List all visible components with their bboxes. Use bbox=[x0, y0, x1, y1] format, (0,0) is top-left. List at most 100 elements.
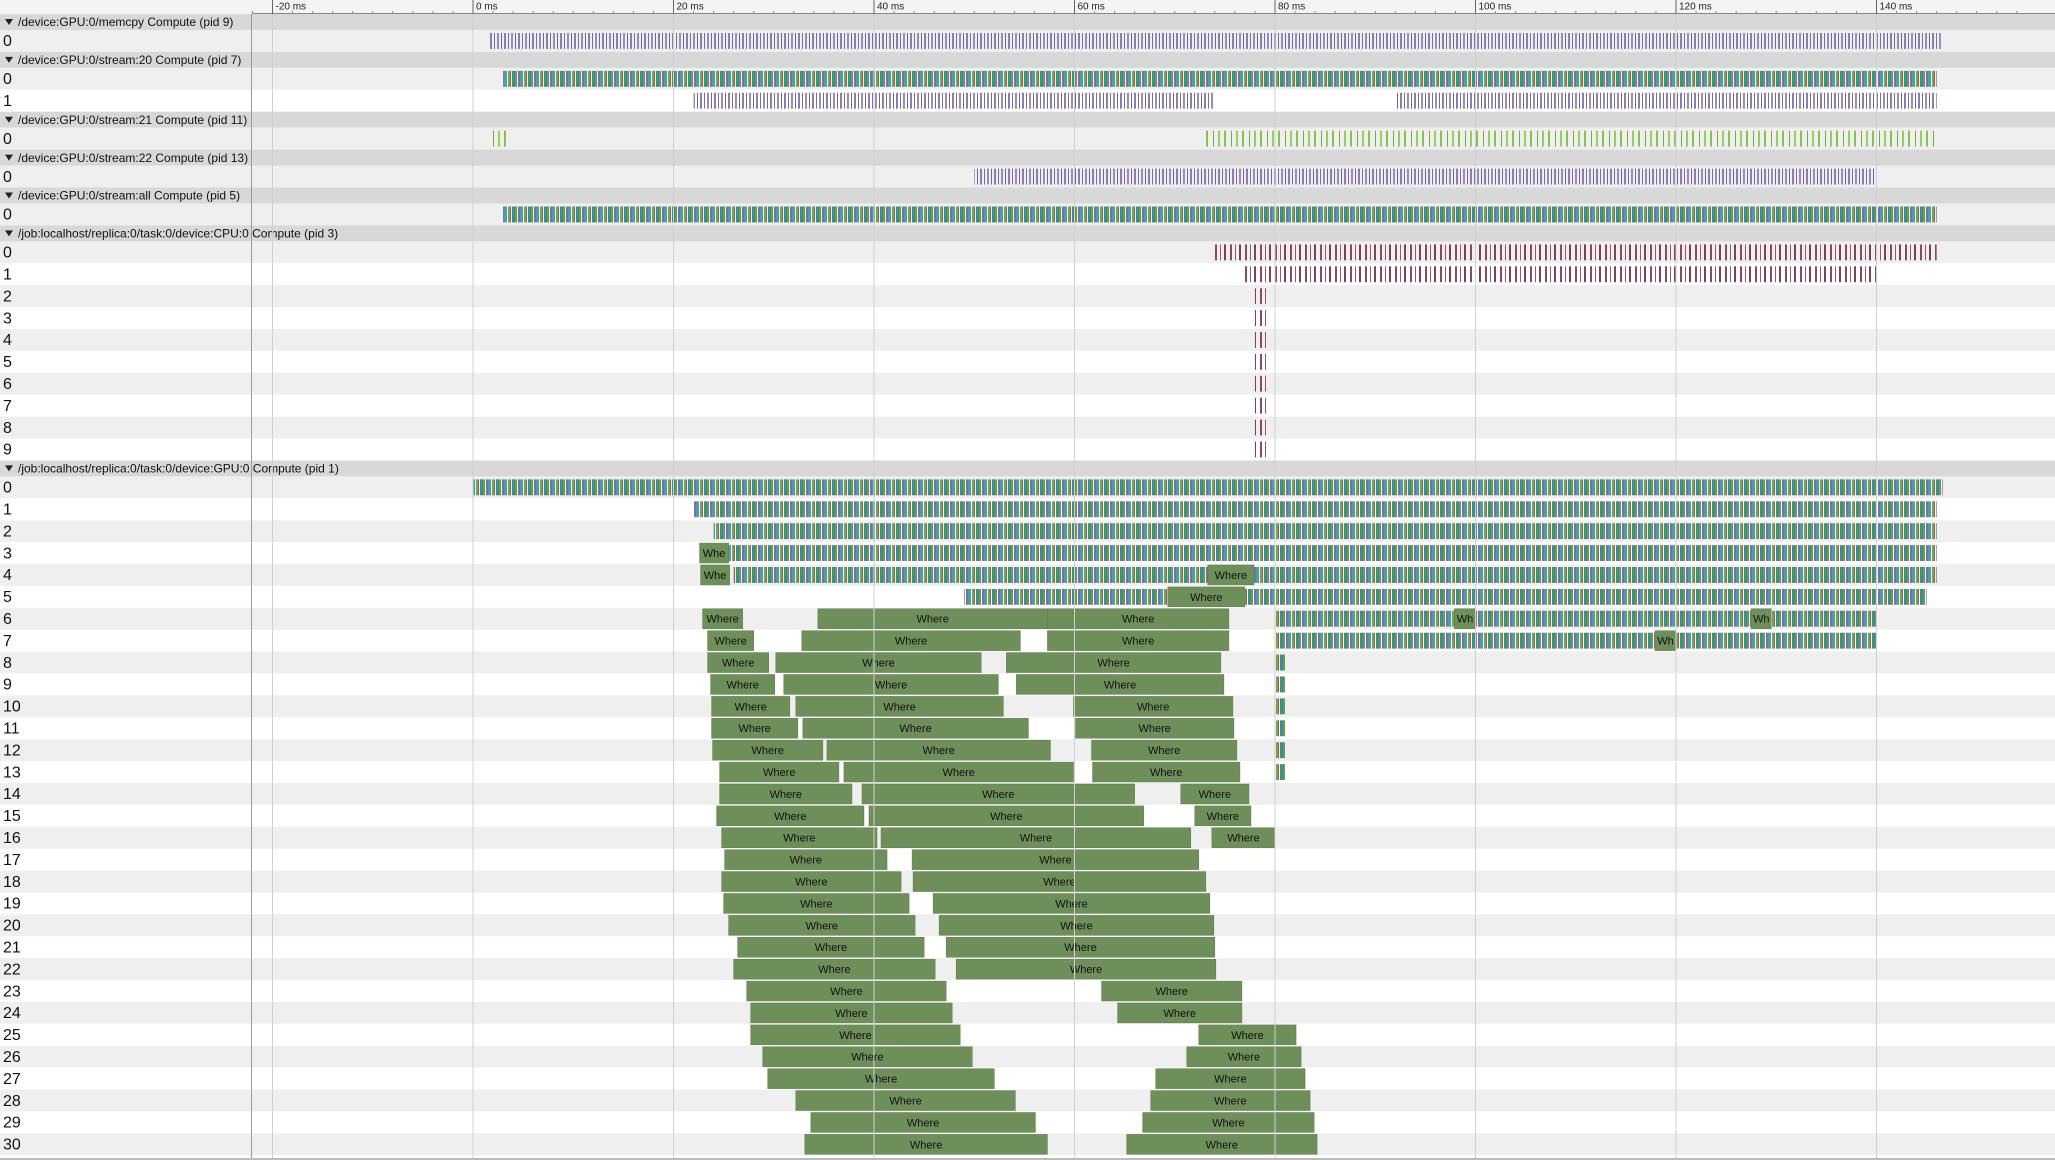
slice-bar bbox=[868, 805, 1144, 827]
slice-label: Where bbox=[862, 657, 894, 669]
slice-bar bbox=[1092, 761, 1241, 783]
slice: Where bbox=[1073, 696, 1234, 717]
thread-label: 0 bbox=[3, 33, 12, 50]
process-name: /device:GPU:0/memcpy Compute (pid 9) bbox=[18, 15, 233, 29]
process-header bbox=[0, 225, 2055, 242]
thread-label: 7 bbox=[3, 398, 12, 415]
event-strip bbox=[1254, 375, 1269, 392]
thread-label: 18 bbox=[3, 874, 21, 891]
slice: Where bbox=[733, 958, 936, 980]
slice-bar bbox=[775, 652, 982, 673]
slice-bar bbox=[911, 849, 1200, 870]
slice-label: Where bbox=[1199, 789, 1231, 801]
slice-label: Where bbox=[982, 789, 1014, 801]
thread-row bbox=[0, 1045, 2055, 1068]
slice: Where bbox=[1117, 1002, 1243, 1024]
tick-label: 80 ms bbox=[1278, 2, 1305, 13]
slice-label: Where bbox=[1214, 1074, 1246, 1086]
process-name: /device:GPU:0/stream:22 Compute (pid 13) bbox=[18, 151, 248, 165]
slice-bar bbox=[810, 1112, 1036, 1133]
slice-bar bbox=[1047, 608, 1230, 629]
slice-label: Wh bbox=[1457, 614, 1474, 626]
slice-bar bbox=[1207, 564, 1255, 586]
tick-label: 60 ms bbox=[1078, 2, 1105, 13]
slice-bar bbox=[801, 630, 1021, 651]
slice: Where bbox=[783, 674, 999, 695]
event-strip bbox=[1275, 742, 1286, 759]
slice-label: Where bbox=[770, 789, 802, 801]
slice-label: Where bbox=[889, 1095, 921, 1107]
slice-bar bbox=[721, 827, 878, 848]
event-strip bbox=[1395, 92, 1937, 109]
slice-label: Where bbox=[1164, 1008, 1196, 1020]
slice-label: Where bbox=[738, 723, 770, 735]
slice: Where bbox=[1075, 718, 1235, 739]
slice: Where bbox=[746, 980, 947, 1002]
slice-label: Where bbox=[722, 657, 754, 669]
event-strip bbox=[1254, 310, 1269, 326]
slice-label: Where bbox=[783, 833, 815, 845]
slice-bar bbox=[955, 958, 1217, 980]
slice: Where bbox=[802, 718, 1029, 739]
slice-label: Where bbox=[726, 679, 758, 691]
slice-label: Where bbox=[714, 636, 746, 648]
thread-row bbox=[0, 350, 2055, 373]
slice: Where bbox=[795, 1090, 1016, 1111]
process-name: /device:GPU:0/stream:all Compute (pid 5) bbox=[18, 189, 240, 203]
thread-label: 8 bbox=[3, 655, 12, 672]
thread-label: 29 bbox=[3, 1115, 21, 1132]
slice-bar bbox=[1047, 630, 1230, 651]
slice-label: Where bbox=[916, 614, 948, 626]
tick-label: 120 ms bbox=[1679, 2, 1712, 13]
thread-label: 19 bbox=[3, 896, 21, 913]
slice-label: Where bbox=[818, 964, 850, 976]
slice-bar bbox=[750, 1002, 953, 1024]
slice: Wh bbox=[1750, 608, 1772, 629]
slice-bar bbox=[724, 849, 888, 870]
thread-label: 20 bbox=[3, 918, 21, 935]
slice-label: Where bbox=[1060, 920, 1092, 932]
thread-label: 22 bbox=[3, 961, 21, 978]
slice-bar bbox=[826, 739, 1051, 761]
slice: Where bbox=[750, 1002, 953, 1024]
slice-bar bbox=[746, 980, 947, 1002]
slice-bar bbox=[723, 893, 910, 914]
event-strip bbox=[693, 501, 1937, 518]
thread-label: 0 bbox=[3, 131, 12, 148]
slice-label: Where bbox=[895, 636, 927, 648]
thread-row bbox=[0, 438, 2055, 461]
slice-bar bbox=[719, 783, 853, 805]
thread-row bbox=[0, 1067, 2055, 1090]
slice: Where bbox=[1211, 827, 1276, 848]
event-strip bbox=[1275, 654, 1286, 671]
slice-bar bbox=[728, 915, 916, 936]
process-header bbox=[0, 111, 2055, 128]
thread-row bbox=[0, 980, 2055, 1002]
slice: Where bbox=[912, 871, 1207, 892]
event-strip bbox=[1275, 676, 1286, 693]
slice-bar bbox=[945, 937, 1216, 958]
slice-label: Where bbox=[910, 1139, 942, 1151]
event-strip bbox=[1275, 764, 1286, 780]
event-strip bbox=[1275, 698, 1286, 715]
slice-label: Where bbox=[1064, 942, 1096, 954]
event-strip bbox=[1275, 610, 1877, 627]
event-strip bbox=[1275, 720, 1286, 737]
thread-label: 12 bbox=[3, 742, 21, 759]
slice-label: Where bbox=[990, 811, 1022, 823]
slice-bar bbox=[716, 805, 865, 827]
slice-label: Where bbox=[1122, 636, 1154, 648]
thread-row bbox=[0, 307, 2055, 329]
thread-label: 3 bbox=[3, 545, 12, 562]
slice: Where bbox=[1180, 783, 1250, 805]
slice-label: Where bbox=[1055, 898, 1087, 910]
thread-row bbox=[0, 329, 2055, 351]
slice-bar bbox=[1180, 783, 1250, 805]
slice-label: Where bbox=[1227, 833, 1259, 845]
slice: Where bbox=[1150, 1090, 1311, 1111]
collapse-arrow bbox=[5, 465, 13, 472]
thread-label: 6 bbox=[3, 376, 12, 393]
thread-label: 5 bbox=[3, 589, 12, 606]
slice-bar bbox=[861, 783, 1135, 805]
slice-bar bbox=[1126, 1134, 1318, 1155]
